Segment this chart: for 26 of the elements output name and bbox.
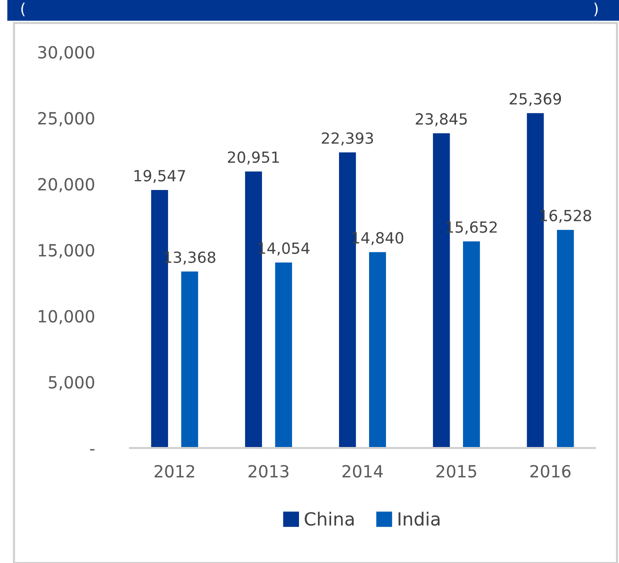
- x-tick-label: 2016: [530, 464, 571, 478]
- data-label: 19,547: [134, 170, 186, 184]
- bar: [556, 230, 574, 448]
- bar: [463, 241, 480, 448]
- y-tick-label: 30,000: [38, 46, 94, 60]
- data-label: 23,845: [416, 113, 467, 126]
- y-tick-label: 25,000: [38, 112, 94, 126]
- y-tick-label: 5,000: [48, 376, 94, 390]
- x-tick-label: 2013: [248, 464, 288, 478]
- data-label: 20,951: [228, 151, 279, 164]
- y-tick-label: 20,000: [38, 178, 94, 192]
- x-tick-label: 2015: [436, 464, 476, 478]
- y-tick-label: -: [90, 449, 94, 450]
- bar: [369, 252, 386, 448]
- y-tick-label: 10,000: [38, 310, 94, 324]
- text: ): [594, 2, 598, 16]
- bar: [181, 272, 198, 448]
- data-label: 25,369: [510, 93, 562, 106]
- data-label: 22,393: [322, 132, 373, 146]
- y-tick-label: 15,000: [38, 244, 94, 258]
- bar: [275, 262, 292, 448]
- x-tick-label: 2014: [342, 464, 383, 478]
- legend-label: India: [398, 512, 440, 526]
- legend-label: China: [304, 512, 354, 526]
- text: (: [21, 2, 25, 16]
- x-tick-label: 2012: [154, 464, 194, 478]
